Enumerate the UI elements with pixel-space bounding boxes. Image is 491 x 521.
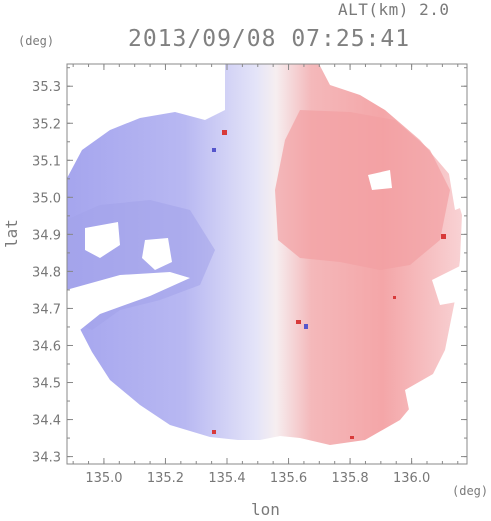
y-axis-unit: (deg) (18, 34, 55, 48)
plot-frame (66, 63, 468, 465)
y-tick-label: 34.9 (32, 228, 61, 243)
data-gap (142, 238, 172, 270)
y-tick-label: 35.2 (32, 117, 61, 132)
altitude-label: ALT(km) 2.0 (338, 0, 450, 19)
x-tick-label: 136.0 (393, 471, 430, 486)
y-tick-label: 35.0 (32, 191, 61, 206)
velocity-speck (296, 320, 301, 324)
y-tick-label: 34.5 (32, 377, 61, 392)
timestamp-title: 2013/09/08 07:25:41 (128, 26, 411, 52)
x-tick-label: 135.0 (85, 471, 122, 486)
velocity-speck (393, 296, 396, 299)
velocity-speck (222, 130, 227, 135)
velocity-field (67, 64, 467, 464)
y-tick-label: 34.8 (32, 265, 61, 280)
receding-core (275, 110, 450, 270)
x-tick-label: 135.8 (331, 471, 368, 486)
data-gap (405, 370, 467, 464)
velocity-speck (212, 148, 216, 152)
y-tick-label: 34.3 (32, 451, 61, 466)
x-axis-label: lon (251, 500, 280, 519)
data-gap (448, 165, 467, 210)
velocity-speck (350, 436, 354, 439)
data-gap (85, 222, 120, 258)
velocity-speck (304, 324, 308, 329)
y-tick-label: 34.6 (32, 339, 61, 354)
x-tick-label: 135.6 (270, 471, 307, 486)
x-axis-unit: (deg) (452, 484, 489, 498)
x-tick-label: 135.2 (147, 471, 184, 486)
x-tick-label: 135.4 (208, 471, 245, 486)
y-tick-label: 34.7 (32, 302, 61, 317)
data-gap (432, 262, 467, 305)
velocity-speck (212, 430, 216, 434)
data-gap (67, 272, 190, 330)
data-gap (368, 170, 392, 190)
y-tick-label: 35.1 (32, 154, 61, 169)
data-gap (67, 64, 225, 150)
axis-ticks: 35.3 35.2 35.1 35.0 34.9 34.8 34.7 34.6 34.5 34.4… (32, 64, 467, 486)
y-tick-label: 35.3 (32, 80, 61, 95)
velocity-speck (441, 234, 446, 239)
y-tick-label: 34.4 (32, 414, 61, 429)
data-gap (330, 64, 467, 139)
